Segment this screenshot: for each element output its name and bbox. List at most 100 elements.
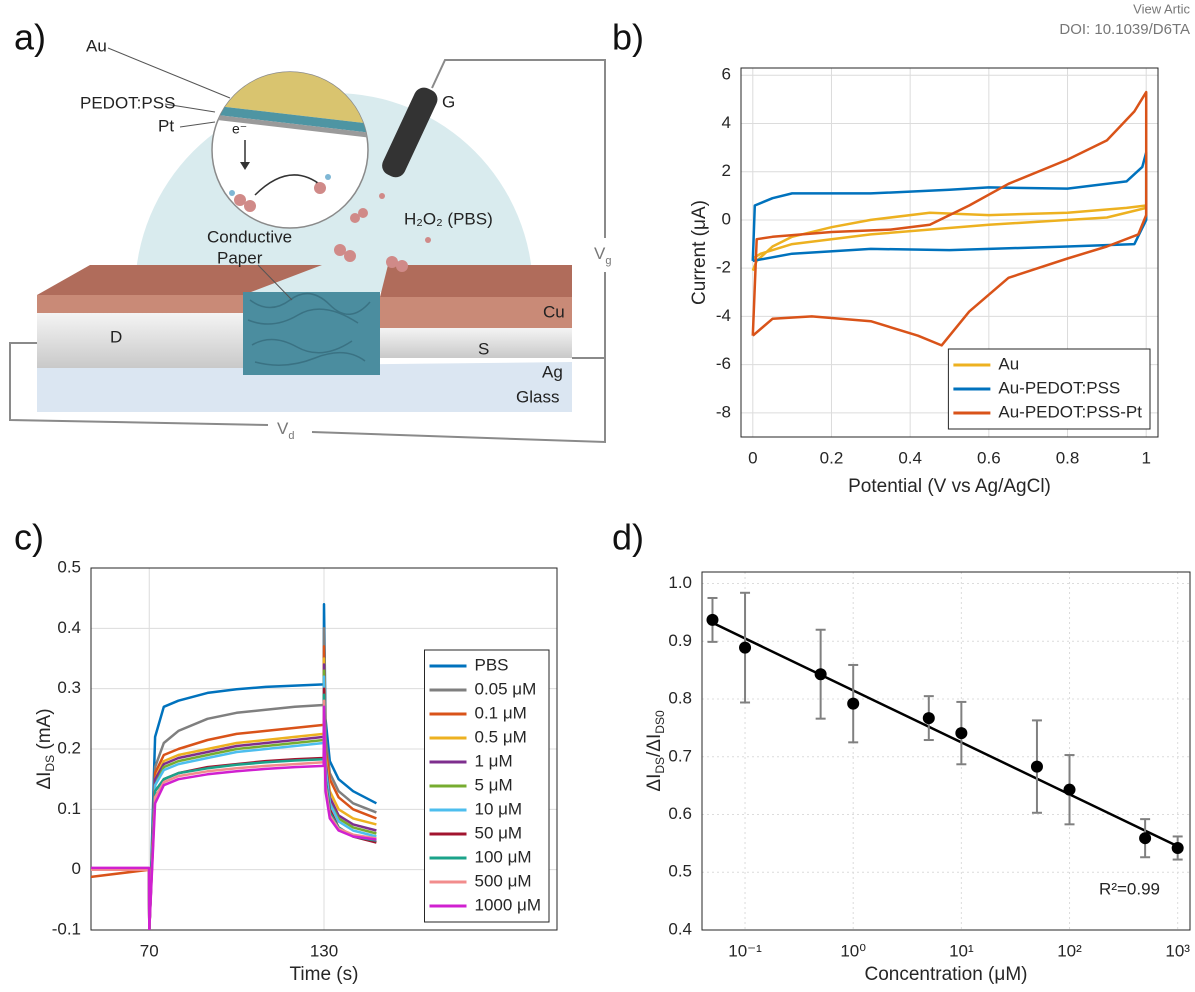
axes-box <box>740 67 1159 438</box>
legend-label: PBS <box>475 655 509 674</box>
panel-label: a) <box>14 17 46 58</box>
y-axis-label: ΔIDS (mA) <box>34 708 57 789</box>
glass <box>37 362 572 412</box>
x-tick-label: 1 <box>1141 448 1150 467</box>
y-tick-label: 0 <box>72 859 81 878</box>
label: D <box>110 327 122 346</box>
label: PEDOT:PSS <box>80 93 175 112</box>
molecules <box>229 174 431 272</box>
y-tick-label: 4 <box>722 113 731 132</box>
x-tick-label: 0.4 <box>898 448 922 467</box>
label-sub: d <box>288 430 294 442</box>
label-part: V <box>277 419 289 438</box>
y-tick-label: 2 <box>722 161 731 180</box>
label: Ag <box>542 362 563 381</box>
point <box>955 727 968 740</box>
source-block <box>380 328 572 358</box>
x-tick-label: 0.8 <box>1056 448 1080 467</box>
fit-line <box>711 621 1179 848</box>
plot <box>751 90 1148 347</box>
plot-area <box>702 572 1190 930</box>
x-tick-label: 10² <box>1057 941 1082 960</box>
label: Vd <box>277 419 294 441</box>
x-tick-label: 0 <box>748 448 757 467</box>
x-tick-label: 10⁰ <box>840 941 866 960</box>
x-tick-label: 70 <box>140 941 159 960</box>
drain-block <box>37 313 243 368</box>
x-tick-label: 130 <box>310 941 338 960</box>
chart: 0.4 0.5 0.6 0.7 0.8 0.9 1.0 10⁻¹ 10⁰ 10¹ 10² 10³ Con… <box>644 571 1191 985</box>
label-part: /ΔI <box>644 734 665 757</box>
label: Vg <box>594 244 611 266</box>
point <box>1139 832 1152 845</box>
legend-label: 0.1 μM <box>475 703 527 722</box>
y-tick-label: 0.3 <box>57 678 81 697</box>
point <box>1030 760 1043 773</box>
x-axis-label: Concentration (μM) <box>864 964 1027 985</box>
axes-box <box>90 567 558 931</box>
label: G <box>442 92 455 111</box>
chart: -0.1 0 0.1 0.2 0.3 0.4 0.5 70 130 Time (s) ΔIDS (m… <box>34 557 558 985</box>
label: Glass <box>516 387 559 406</box>
label: Pt <box>158 116 174 135</box>
point <box>1063 783 1076 796</box>
plot <box>706 591 1184 861</box>
point <box>739 641 752 654</box>
label-part: ΔI <box>644 774 665 792</box>
legend-label: 500 μM <box>475 871 532 890</box>
y-tick-label: 6 <box>722 65 731 84</box>
chart: -8 -6 -4 -2 0 2 4 6 0 0.2 0.4 0.6 0.8 1 Potential (V v… <box>689 65 1159 497</box>
legend-label: Au-PEDOT:PSS <box>998 378 1120 397</box>
label: Au <box>86 36 107 55</box>
legend-label: 10 μM <box>475 799 523 818</box>
y-tick-label: 0 <box>722 209 731 228</box>
label: Cu <box>543 302 565 321</box>
legend-label: 1 μM <box>475 751 513 770</box>
point <box>814 668 827 681</box>
panel-label: d) <box>612 517 644 558</box>
label-part: (mA) <box>34 708 55 754</box>
point <box>847 697 860 710</box>
panel-label: b) <box>612 17 644 58</box>
y-tick-label: 0.2 <box>57 738 81 757</box>
leader-lines <box>107 47 293 301</box>
x-tick-label: 0.2 <box>820 448 844 467</box>
y-tick-label: 0.1 <box>57 799 81 818</box>
y-tick-label: 0.5 <box>57 557 81 576</box>
y-tick-label: -0.1 <box>52 919 81 938</box>
point <box>922 712 935 725</box>
line <box>91 705 377 930</box>
y-tick-label: 0.5 <box>668 862 692 881</box>
x-tick-label: 10¹ <box>949 941 974 960</box>
y-tick-label: 0.4 <box>57 618 81 637</box>
y-tick-label: 0.8 <box>668 689 692 708</box>
legend: PBS 0.05 μM 0.1 μM 0.5 μM 1 μM 5 μM 10 μM 50 μM… <box>424 649 550 923</box>
axes-box <box>701 571 1191 931</box>
legend-label: 50 μM <box>475 823 523 842</box>
source-top <box>380 265 572 297</box>
label: e⁻ <box>232 121 247 137</box>
source-copper <box>380 297 572 328</box>
line <box>751 90 1148 347</box>
y-tick-label: 0.4 <box>668 919 692 938</box>
y-tick-label: -2 <box>716 258 731 277</box>
legend-label: Au-PEDOT:PSS-Pt <box>998 402 1142 421</box>
label-part: V <box>594 244 606 263</box>
label-sub: DS0 <box>653 710 667 734</box>
reaction-arrow <box>254 174 323 196</box>
legend-label: Au <box>998 354 1019 373</box>
arrow-head <box>240 162 250 170</box>
circuit-wires <box>9 59 606 444</box>
conductive-paper <box>243 292 380 375</box>
view-article[interactable]: View Artic <box>1133 1 1190 16</box>
label: Paper <box>217 248 263 267</box>
y-tick-label: 0.7 <box>668 746 692 765</box>
y-axis-label: ΔIDS/ΔIDS0 <box>644 710 667 792</box>
plot <box>91 602 377 930</box>
y-tick-label: 0.6 <box>668 804 692 823</box>
y-tick-label: -6 <box>716 354 731 373</box>
x-tick-label: 0.6 <box>977 448 1001 467</box>
legend: Au Au-PEDOT:PSS Au-PEDOT:PSS-Pt <box>947 348 1151 430</box>
